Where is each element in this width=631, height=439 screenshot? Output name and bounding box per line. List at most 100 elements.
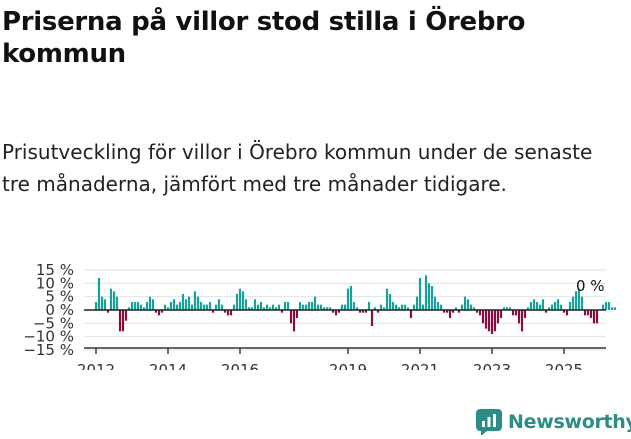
bar (304, 304, 308, 310)
bar (388, 294, 392, 310)
bar (187, 296, 191, 310)
bar (610, 307, 614, 310)
bar (274, 307, 278, 310)
bar-chart: 15 %10 %5 %0 %−5 %−10 %−15 %2012 2014 2016… (23, 261, 617, 370)
bar (385, 288, 389, 310)
grid-lines (84, 269, 606, 351)
bar (166, 307, 170, 310)
bar (580, 296, 584, 310)
bar (523, 310, 527, 318)
bar (130, 302, 134, 310)
bar (355, 307, 359, 310)
bar (499, 310, 503, 318)
bar (535, 302, 539, 310)
bar (241, 291, 245, 310)
brand-name: Newsworthy (508, 411, 631, 433)
bars (94, 275, 617, 334)
bar (394, 304, 398, 310)
bar (586, 310, 590, 316)
y-tick-label: 15 % (36, 261, 74, 279)
axis-labels: 15 %10 %5 %0 %−5 %−10 %−15 %2012 2014 2016… (23, 261, 604, 370)
bar (556, 299, 560, 310)
bar (121, 310, 125, 332)
bar (208, 302, 212, 310)
bar (283, 302, 287, 310)
bar (310, 302, 314, 310)
bar (376, 310, 380, 313)
bar (613, 307, 617, 310)
bar (163, 304, 167, 310)
bar (157, 310, 161, 316)
bar (184, 299, 188, 310)
bar (475, 310, 479, 313)
bar (412, 304, 416, 310)
bar (226, 310, 230, 316)
bar (550, 304, 554, 310)
bar (295, 310, 299, 318)
bar (259, 302, 263, 310)
bar (490, 310, 494, 334)
bar (142, 307, 146, 310)
bar (418, 278, 422, 310)
y-tick-label: −5 % (33, 314, 74, 332)
bar (289, 310, 293, 324)
bar (553, 302, 557, 310)
bar (220, 304, 224, 310)
latest-value-annotation: 0 % (576, 277, 605, 295)
bar (124, 310, 128, 321)
bar (592, 310, 596, 324)
bar (514, 310, 518, 316)
bar (454, 307, 458, 310)
bar (232, 304, 236, 310)
bar (517, 310, 521, 324)
bar (247, 307, 251, 310)
bar (472, 307, 476, 310)
bar (562, 310, 566, 313)
bar (271, 304, 275, 310)
bar (532, 299, 536, 310)
bar (601, 304, 605, 310)
bar (538, 304, 542, 310)
bar (301, 304, 305, 310)
bar (493, 310, 497, 332)
x-tick-label: 2016 (221, 361, 259, 370)
bar (421, 304, 425, 310)
bar (103, 299, 107, 310)
bar (115, 296, 119, 310)
bar (181, 294, 185, 310)
bar (577, 288, 581, 310)
bar (334, 310, 338, 316)
y-tick-label: 0 % (45, 301, 74, 319)
bar (223, 310, 227, 313)
bar (316, 304, 320, 310)
bar (430, 286, 434, 310)
bar (214, 304, 218, 310)
bar (205, 304, 209, 310)
bar (298, 302, 302, 310)
bar (583, 310, 587, 316)
newsworthy-brand[interactable]: Newsworthy (476, 408, 631, 436)
bar (253, 299, 257, 310)
bar (169, 302, 173, 310)
bar (433, 296, 437, 310)
bar (484, 310, 488, 329)
bar (193, 291, 197, 310)
bar (136, 302, 140, 310)
bar (358, 310, 362, 313)
bar (127, 307, 131, 310)
bar (544, 310, 548, 313)
bar (118, 310, 122, 332)
bar (235, 294, 239, 310)
bar (457, 310, 461, 313)
bar (286, 302, 290, 310)
bar (139, 304, 143, 310)
bar (178, 302, 182, 310)
bar (100, 296, 104, 310)
bar (496, 310, 500, 324)
y-tick-label: 5 % (45, 288, 74, 306)
bar (340, 304, 344, 310)
bar (487, 310, 491, 332)
bar (547, 307, 551, 310)
bar-chart-logo-icon (476, 409, 502, 435)
bar (322, 307, 326, 310)
